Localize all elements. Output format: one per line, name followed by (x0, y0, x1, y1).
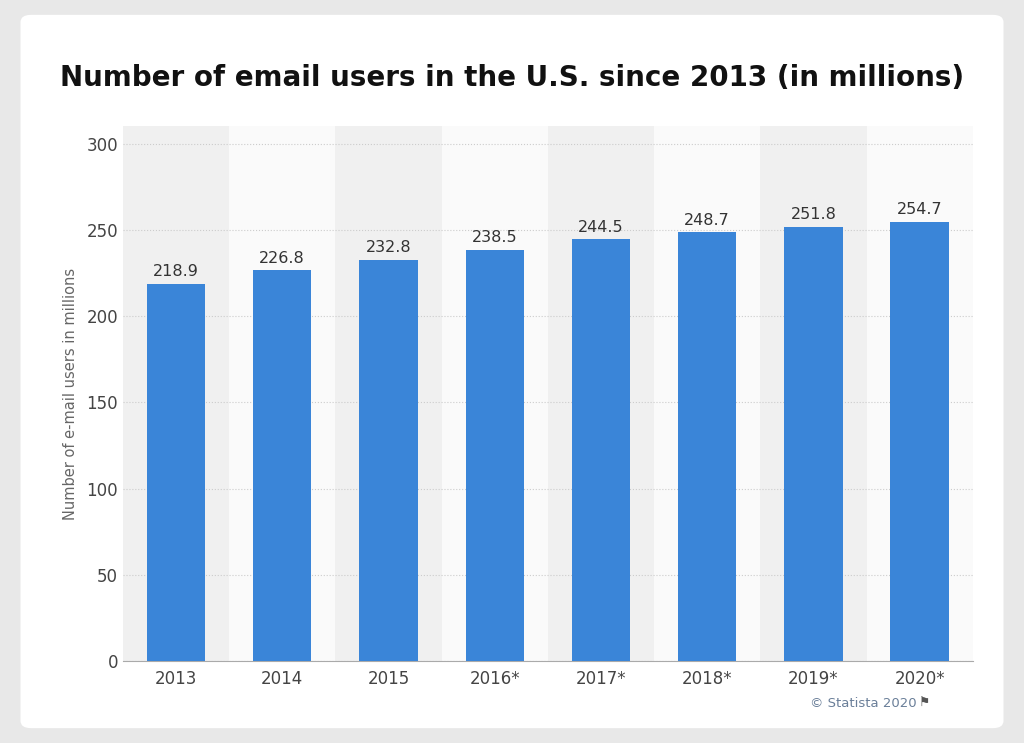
Bar (548, 126, 654, 661)
Text: 248.7: 248.7 (684, 212, 730, 228)
Text: 238.5: 238.5 (472, 230, 517, 245)
Text: 244.5: 244.5 (579, 220, 624, 235)
Bar (654, 126, 760, 661)
Bar (571, 239, 630, 661)
Bar (678, 232, 736, 661)
Text: 232.8: 232.8 (366, 240, 412, 255)
Bar (784, 227, 843, 661)
Bar (466, 250, 524, 661)
Text: © Statista 2020: © Statista 2020 (810, 697, 916, 710)
Text: 226.8: 226.8 (259, 250, 305, 265)
Text: 218.9: 218.9 (153, 265, 199, 279)
Text: 254.7: 254.7 (897, 202, 942, 218)
Bar (253, 270, 311, 661)
Bar (359, 259, 418, 661)
Text: 251.8: 251.8 (791, 207, 837, 222)
Bar (760, 126, 866, 661)
Bar (146, 284, 205, 661)
Bar (336, 126, 441, 661)
Bar (891, 221, 949, 661)
Y-axis label: Number of e-mail users in millions: Number of e-mail users in millions (63, 267, 78, 520)
Bar (866, 126, 973, 661)
Text: ⚑: ⚑ (919, 696, 930, 709)
Bar (123, 126, 229, 661)
Bar (229, 126, 336, 661)
Text: Number of email users in the U.S. since 2013 (in millions): Number of email users in the U.S. since … (60, 64, 964, 92)
Bar (441, 126, 548, 661)
